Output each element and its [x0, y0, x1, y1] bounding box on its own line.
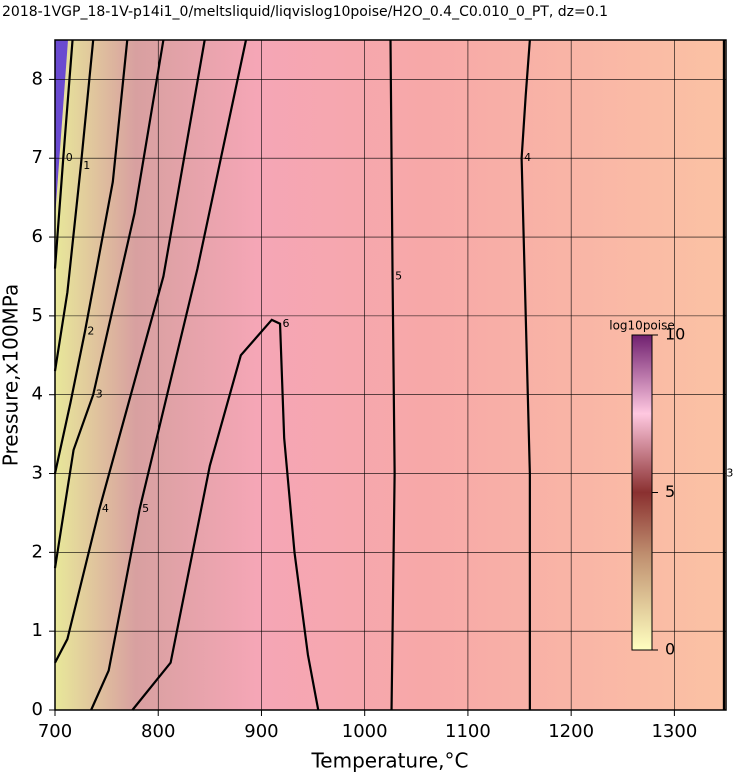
y-tick-label: 8	[32, 68, 43, 89]
y-tick-label: 0	[32, 699, 43, 720]
y-tick-label: 7	[32, 147, 43, 168]
x-tick-label: 1200	[548, 721, 594, 742]
y-tick-label: 5	[32, 305, 43, 326]
y-tick-label: 4	[32, 384, 43, 405]
contour-label: 5	[395, 269, 402, 282]
contour-label: 1	[83, 159, 90, 172]
colorbar-tick-label: 5	[665, 482, 675, 501]
x-tick-label: 700	[38, 721, 72, 742]
colorbar-tick-label: 0	[665, 640, 675, 659]
contour-line	[53, 39, 165, 569]
contour-label: 4	[102, 502, 109, 515]
contour-label: 4	[524, 151, 531, 164]
contour-label: 2	[87, 325, 94, 338]
x-axis-label: Temperature,°C	[310, 749, 468, 773]
contour-line	[389, 39, 396, 711]
plot-frame	[54, 39, 727, 711]
x-tick-label: 900	[244, 721, 278, 742]
colorbar-tick-label: 10	[665, 325, 685, 344]
contour-line	[54, 39, 206, 664]
contour-line	[53, 39, 95, 372]
low-region	[55, 40, 68, 218]
x-tick-label: 800	[141, 721, 175, 742]
colorbar	[631, 334, 653, 651]
contour-line	[131, 318, 320, 711]
contour-label: 3	[726, 467, 733, 480]
x-tick-label: 1100	[445, 721, 491, 742]
contour-line	[53, 39, 74, 269]
contour-label: 5	[142, 502, 149, 515]
contour-line	[53, 39, 129, 474]
colorbar-label: log10poise	[609, 319, 675, 333]
y-tick-label: 2	[32, 541, 43, 562]
contour-line	[520, 39, 531, 710]
x-tick-label: 1000	[342, 721, 388, 742]
contour-label: 3	[96, 388, 103, 401]
contour-line	[90, 39, 248, 711]
y-tick-label: 6	[32, 226, 43, 247]
contour-label: 0	[66, 151, 73, 164]
y-axis-label: Pressure,x100MPa	[0, 284, 23, 466]
y-tick-label: 1	[32, 620, 43, 641]
y-tick-label: 3	[32, 463, 43, 484]
chart-title: 2018-1VGP_18-1V-p14i1_0/meltsliquid/liqv…	[2, 4, 608, 20]
contour-label: 6	[283, 317, 290, 330]
x-tick-label: 1300	[651, 721, 697, 742]
